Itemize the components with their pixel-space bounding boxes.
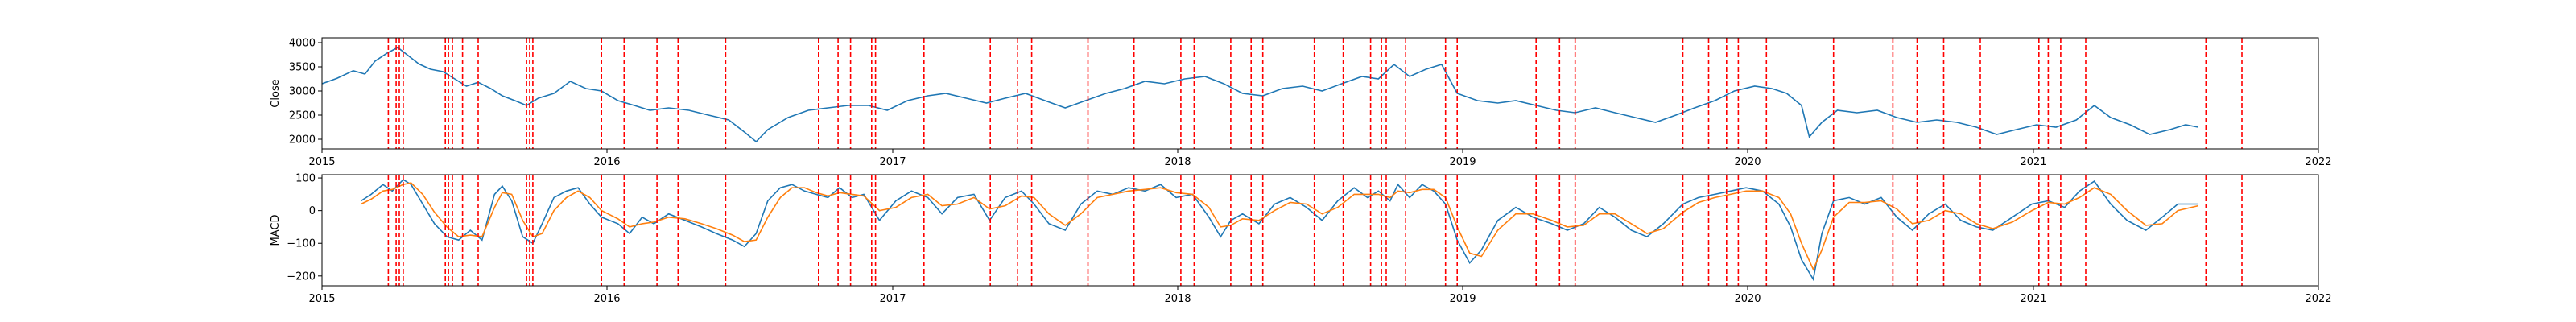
- close-plot-area: [322, 38, 2243, 149]
- macd-y-axis-label: MACD: [270, 215, 282, 246]
- close-y-tick-label-1: 2500: [289, 110, 316, 122]
- macd-series-1-line: [361, 182, 2198, 271]
- macd-x-tick-label-7: 2022: [2305, 293, 2331, 305]
- macd-y-tick-label-3: 100: [295, 173, 316, 185]
- close-y-axis-label: Close: [270, 79, 282, 107]
- macd-x-tick-label-3: 2018: [1164, 293, 1191, 305]
- macd-y-tick-label-1: −100: [287, 238, 316, 250]
- macd-series-0-line: [361, 179, 2198, 282]
- close-price-panel: 2015 2016 2017 2018 2019 2020 2021 2022 2000 2500…: [270, 37, 2332, 168]
- macd-x-tick-label-2: 2017: [879, 293, 906, 305]
- macd-y-tick-label-2: 0: [309, 205, 316, 217]
- close-y-tick-label-4: 4000: [289, 38, 316, 50]
- macd-x-tick-label-0: 2015: [308, 293, 335, 305]
- close-x-tick-label-5: 2020: [1734, 156, 1761, 168]
- close-y-tick-label-0: 2000: [289, 134, 316, 147]
- macd-x-tick-label-5: 2020: [1734, 293, 1761, 305]
- macd-y-tick-label-0: −200: [287, 270, 316, 283]
- macd-plot-area: [361, 175, 2243, 286]
- macd-axes-frame: [321, 174, 2319, 287]
- macd-x-tick-label-4: 2019: [1449, 293, 1476, 305]
- close-x-tick-label-7: 2022: [2305, 156, 2331, 168]
- close-x-tick-label-2: 2017: [879, 156, 906, 168]
- close-x-tick-label-1: 2016: [593, 156, 620, 168]
- macd-x-tick-label-6: 2021: [2020, 293, 2046, 305]
- close-y-tick-label-2: 3000: [289, 86, 316, 98]
- close-x-tick-label-0: 2015: [308, 156, 335, 168]
- close-series-0-line: [322, 47, 2198, 143]
- macd-panel: 2015 2016 2017 2018 2019 2020 2021 2022 −200 −100…: [270, 173, 2332, 305]
- close-axes-frame: [321, 37, 2319, 150]
- close-x-tick-label-4: 2019: [1449, 156, 1476, 168]
- macd-x-tick-label-1: 2016: [593, 293, 620, 305]
- close-x-tick-label-6: 2021: [2020, 156, 2046, 168]
- close-x-tick-label-3: 2018: [1164, 156, 1191, 168]
- close-y-tick-label-3: 3500: [289, 62, 316, 74]
